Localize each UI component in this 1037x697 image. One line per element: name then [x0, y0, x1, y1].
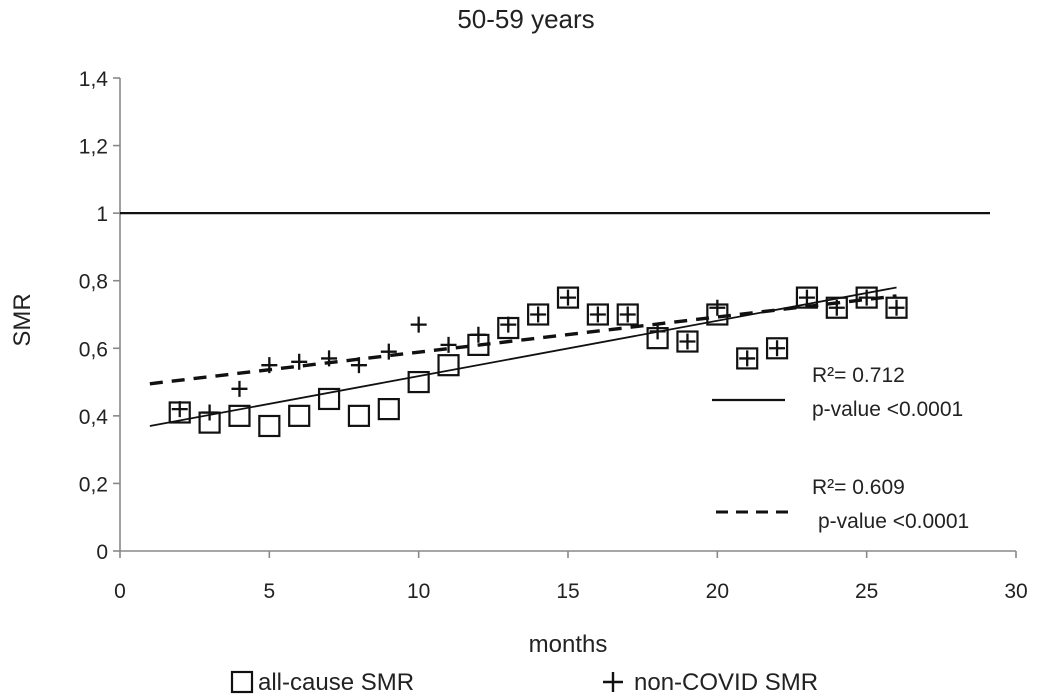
non-covid-point	[291, 353, 308, 370]
non-covid-point	[798, 289, 815, 306]
non-covid-point	[649, 323, 666, 340]
all-cause-point	[855, 286, 878, 309]
non-covid-point	[500, 316, 517, 333]
data-points	[168, 286, 908, 438]
all-cause-point	[795, 286, 819, 309]
all-cause-point	[885, 296, 908, 319]
all-cause-point	[765, 337, 789, 360]
y-axis-label: SMR	[9, 293, 36, 346]
y-tick-label: 0,8	[79, 271, 108, 294]
non-covid-point	[321, 350, 338, 367]
trend-lines	[149, 286, 897, 427]
legend-square-marker	[230, 670, 254, 694]
non-covid-point	[231, 380, 248, 397]
non-covid-point	[739, 350, 756, 367]
non-covid-point	[440, 336, 457, 353]
all-cause-point	[407, 370, 430, 394]
non-covid-point	[589, 306, 606, 323]
legend-label-non-covid: non-COVID SMR	[634, 669, 818, 696]
non-covid-point	[201, 404, 218, 421]
non-covid-point	[171, 401, 188, 418]
all-cause-point	[825, 296, 848, 319]
x-axis-ticks: 0 5 10 15 20 25 30	[114, 551, 1028, 603]
x-tick-label: 15	[556, 580, 579, 603]
non-covid-point	[530, 306, 547, 323]
dashed-p-label: p-value <0.0001	[818, 510, 969, 533]
all-cause-point	[736, 347, 759, 370]
x-tick-label: 0	[114, 580, 126, 603]
all-cause-point	[676, 330, 699, 353]
non-covid-point	[410, 316, 427, 333]
non-covid-point	[350, 357, 367, 374]
all-cause-point	[317, 387, 341, 411]
x-tick-label: 30	[1004, 580, 1027, 603]
y-tick-label: 1,2	[79, 136, 108, 159]
dashed-r2-label: R²= 0.609	[812, 476, 905, 499]
all-cause-point	[586, 303, 609, 326]
legend-label-all-cause: all-cause SMR	[258, 669, 414, 696]
non-covid-point	[619, 306, 636, 323]
x-tick-label: 5	[263, 580, 275, 603]
y-tick-label: 0,6	[79, 338, 108, 361]
y-tick-label: 0,4	[79, 406, 109, 429]
x-tick-label: 20	[706, 580, 729, 603]
non-covid-point	[828, 299, 845, 316]
non-covid-point	[858, 289, 875, 306]
all-cause-point	[527, 303, 550, 326]
legend-plus-marker	[603, 672, 623, 692]
non-covid-point	[709, 299, 726, 316]
y-axis-ticks: 0 0,2 0,4 0,6 0,8 1 1,2 1,4	[79, 68, 120, 564]
all-cause-point	[347, 404, 371, 427]
regression-annotations: R²= 0.712 p-value <0.0001 R²= 0.609 p-va…	[712, 364, 969, 533]
all-cause-point	[556, 286, 580, 309]
all-cause-point	[437, 354, 460, 377]
all-cause-point	[616, 303, 639, 326]
legend: all-cause SMR non-COVID SMR	[230, 669, 818, 696]
non-covid-point	[261, 357, 278, 374]
dashed-trend-line	[149, 294, 897, 386]
non-covid-point	[679, 333, 696, 350]
non-covid-point	[560, 289, 576, 306]
all-cause-point	[377, 398, 400, 421]
all-cause-point	[228, 404, 251, 427]
non-covid-point	[769, 340, 786, 357]
non-covid-point	[888, 299, 905, 316]
non-covid-point	[470, 326, 487, 343]
y-tick-label: 0	[96, 541, 108, 564]
all-cause-point	[258, 414, 281, 438]
x-axis-label: months	[529, 631, 608, 658]
x-tick-label: 10	[407, 580, 430, 603]
y-tick-label: 0,2	[79, 473, 108, 496]
solid-r2-label: R²= 0.712	[812, 364, 905, 387]
x-tick-label: 25	[855, 580, 878, 603]
y-tick-label: 1	[96, 203, 108, 226]
chart-title: 50-59 years	[457, 4, 594, 34]
non-covid-point	[380, 343, 397, 360]
all-cause-point	[288, 404, 311, 427]
y-tick-label: 1,4	[79, 68, 109, 91]
solid-p-label: p-value <0.0001	[812, 398, 963, 421]
